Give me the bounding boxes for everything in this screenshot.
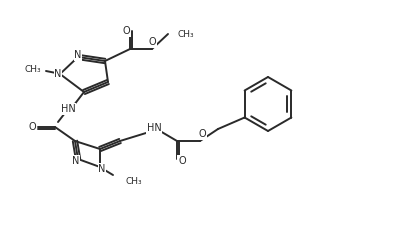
Text: O: O: [28, 122, 36, 132]
Text: N: N: [74, 50, 82, 60]
Text: O: O: [198, 129, 206, 139]
Text: N: N: [72, 156, 80, 166]
Text: CH₃: CH₃: [126, 177, 143, 186]
Text: O: O: [178, 156, 186, 166]
Text: N: N: [98, 164, 106, 174]
Text: HN: HN: [60, 104, 75, 114]
Text: O: O: [122, 26, 130, 36]
Text: HN: HN: [147, 123, 162, 133]
Text: CH₃: CH₃: [24, 64, 41, 73]
Text: N: N: [55, 69, 62, 79]
Text: CH₃: CH₃: [178, 29, 195, 39]
Text: O: O: [148, 37, 156, 47]
